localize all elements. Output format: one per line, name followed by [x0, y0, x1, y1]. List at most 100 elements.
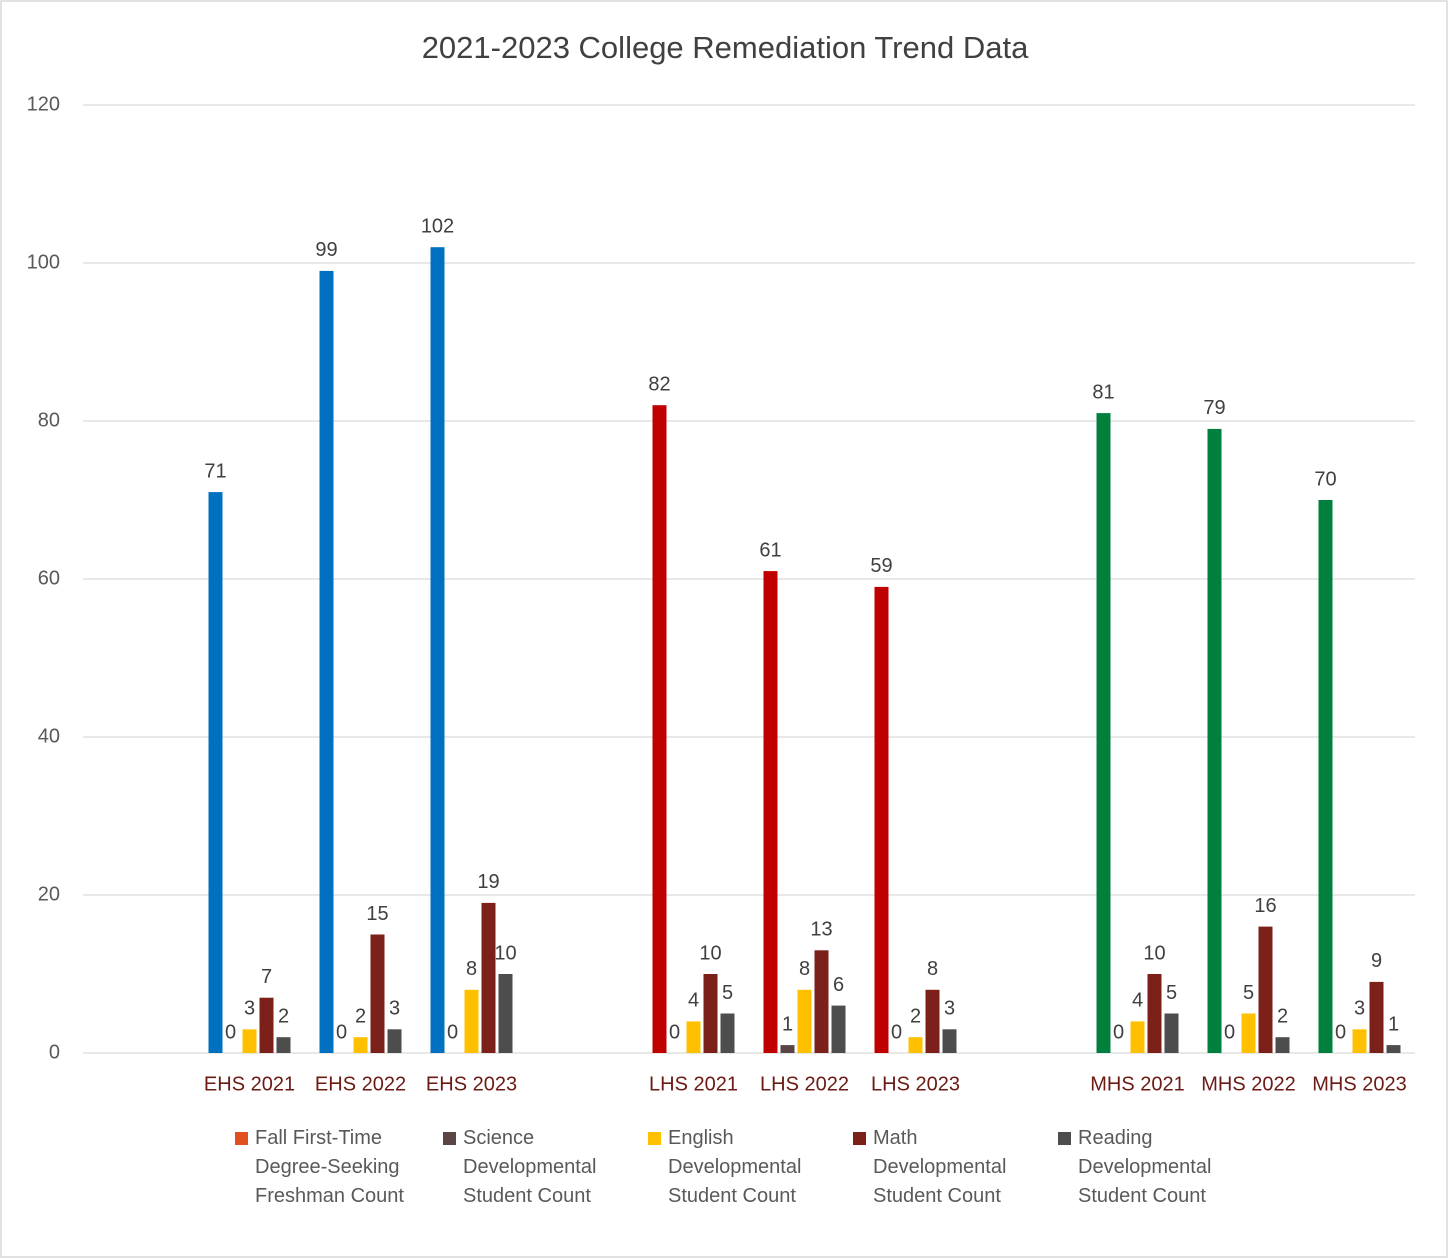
data-label: 3: [944, 998, 955, 1020]
legend-label: Math Developmental Student Count: [873, 1127, 1007, 1207]
data-label: 19: [477, 871, 499, 893]
bar: [831, 1005, 846, 1053]
bar: [908, 1037, 923, 1053]
x-tick-label: MHS 2023: [1312, 1073, 1407, 1095]
bar: [498, 974, 513, 1053]
data-label: 6: [833, 974, 844, 996]
data-label: 4: [688, 990, 699, 1012]
data-label: 99: [315, 239, 337, 261]
data-label: 3: [244, 998, 255, 1020]
data-label: 82: [648, 373, 670, 395]
data-label: 70: [1314, 468, 1336, 490]
y-tick-label: 20: [38, 883, 60, 905]
data-label: 8: [927, 958, 938, 980]
bar: [1352, 1029, 1367, 1053]
legend-entry: Math Developmental Student Count: [853, 1124, 1048, 1211]
bar: [1258, 926, 1273, 1053]
x-tick-label: LHS 2023: [871, 1073, 960, 1095]
y-tick-label: 60: [38, 567, 60, 589]
legend-swatch: [235, 1132, 248, 1145]
data-label: 2: [1277, 1005, 1288, 1027]
bar: [814, 950, 829, 1053]
x-tick-label: LHS 2022: [760, 1073, 849, 1095]
data-label: 0: [891, 1021, 902, 1043]
y-tick-label: 80: [38, 409, 60, 431]
bar: [1369, 981, 1384, 1053]
data-label: 81: [1092, 381, 1114, 403]
x-tick-label: EHS 2023: [426, 1073, 517, 1095]
data-label: 10: [699, 942, 721, 964]
data-label: 0: [447, 1021, 458, 1043]
data-label: 5: [1166, 982, 1177, 1004]
bar: [720, 1013, 735, 1053]
bar: [481, 902, 496, 1053]
data-label: 102: [421, 215, 454, 237]
legend-label: English Developmental Student Count: [668, 1127, 802, 1207]
data-label: 3: [1354, 998, 1365, 1020]
legend-swatch: [853, 1132, 866, 1145]
data-label: 5: [1243, 982, 1254, 1004]
data-label: 0: [669, 1021, 680, 1043]
legend-label: Science Developmental Student Count: [463, 1127, 597, 1207]
x-tick-label: MHS 2022: [1201, 1073, 1296, 1095]
data-label: 3: [389, 998, 400, 1020]
bar: [874, 586, 889, 1053]
data-label: 16: [1254, 895, 1276, 917]
bar: [1318, 500, 1333, 1053]
bar: [319, 270, 334, 1053]
data-label: 2: [910, 1005, 921, 1027]
legend-entry: Fall First-Time Degree-Seeking Freshman …: [235, 1124, 430, 1211]
bar: [276, 1037, 291, 1053]
data-label: 1: [1388, 1013, 1399, 1035]
bar: [1096, 413, 1111, 1054]
data-label: 79: [1203, 397, 1225, 419]
bar: [464, 989, 479, 1053]
bar: [1164, 1013, 1179, 1053]
y-tick-label: 100: [27, 251, 60, 273]
bar: [942, 1029, 957, 1053]
bar: [259, 997, 274, 1053]
legend-swatch: [1058, 1132, 1071, 1145]
data-label: 0: [1113, 1021, 1124, 1043]
data-label: 71: [204, 460, 226, 482]
bar: [1275, 1037, 1290, 1053]
data-label: 9: [1371, 950, 1382, 972]
y-tick-label: 40: [38, 725, 60, 747]
y-tick-label: 0: [49, 1041, 60, 1063]
bar: [353, 1037, 368, 1053]
x-tick-label: MHS 2021: [1090, 1073, 1185, 1095]
data-label: 7: [261, 966, 272, 988]
x-tick-label: EHS 2022: [315, 1073, 406, 1095]
legend-label: Reading Developmental Student Count: [1078, 1127, 1212, 1207]
legend-entry: English Developmental Student Count: [648, 1124, 843, 1211]
data-label: 4: [1132, 990, 1143, 1012]
data-label: 8: [799, 958, 810, 980]
x-tick-label: EHS 2021: [204, 1073, 295, 1095]
bar: [686, 1021, 701, 1053]
bar: [1241, 1013, 1256, 1053]
data-label: 8: [466, 958, 477, 980]
legend-swatch: [443, 1132, 456, 1145]
data-label: 1: [782, 1013, 793, 1035]
data-label: 61: [759, 539, 781, 561]
data-label: 5: [722, 982, 733, 1004]
bar: [370, 934, 385, 1053]
x-tick-label: LHS 2021: [649, 1073, 738, 1095]
bar: [1207, 428, 1222, 1053]
data-label: 0: [1335, 1021, 1346, 1043]
y-tick-label: 120: [27, 93, 60, 115]
bar: [652, 405, 667, 1053]
legend-swatch: [648, 1132, 661, 1145]
data-label: 0: [336, 1021, 347, 1043]
bar: [1386, 1045, 1401, 1053]
data-label: 10: [1143, 942, 1165, 964]
data-label: 2: [355, 1005, 366, 1027]
data-label: 0: [1224, 1021, 1235, 1043]
bar: [703, 974, 718, 1053]
bar: [925, 989, 940, 1053]
legend-label: Fall First-Time Degree-Seeking Freshman …: [255, 1127, 404, 1207]
legend-entry: Reading Developmental Student Count: [1058, 1124, 1253, 1211]
bar: [208, 492, 223, 1054]
